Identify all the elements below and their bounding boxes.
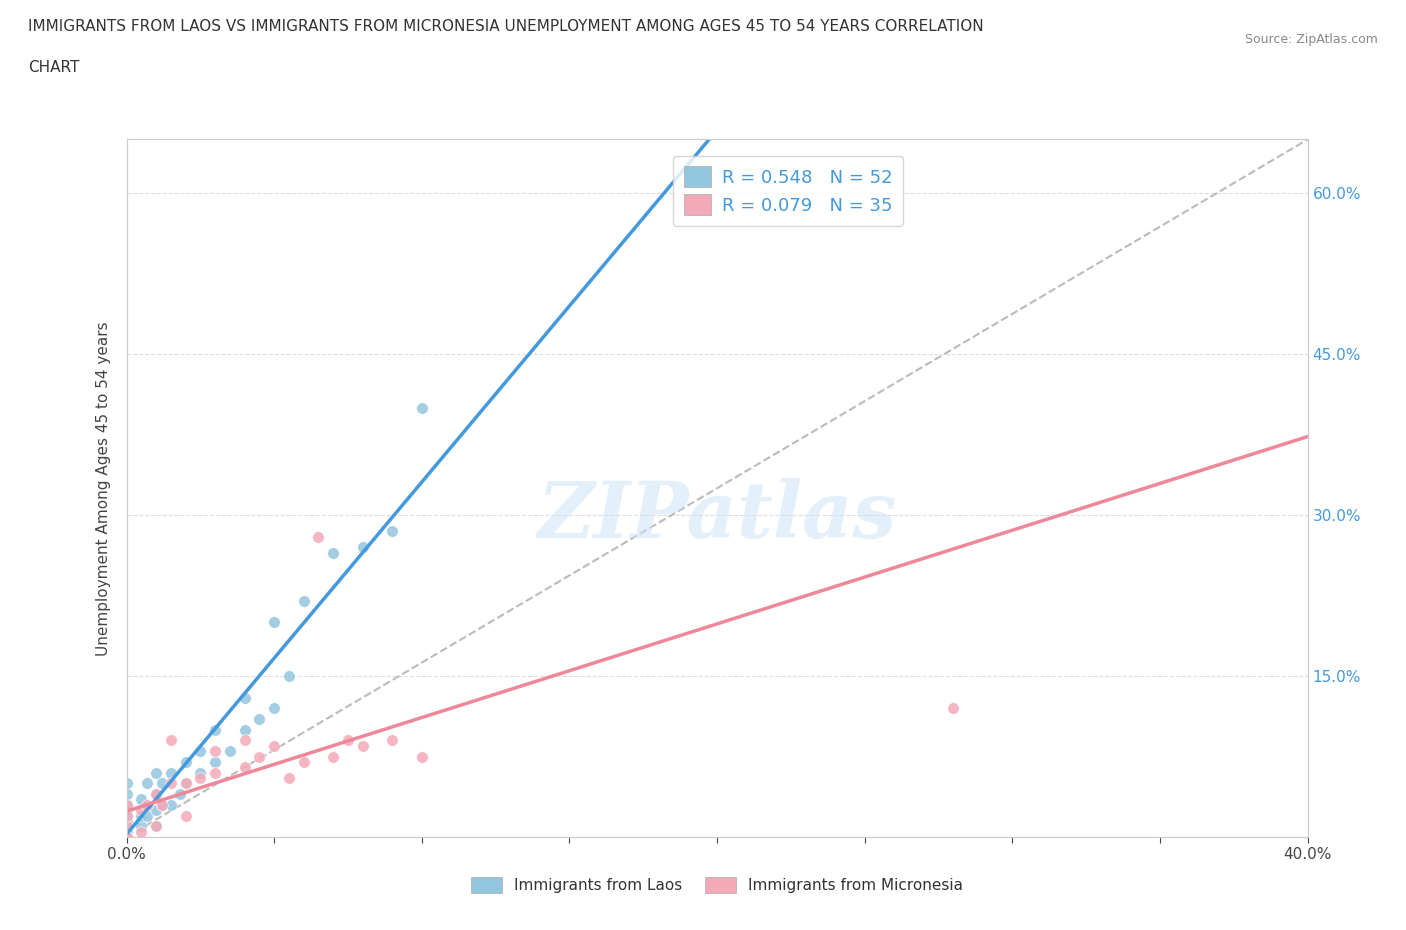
Point xyxy=(150,797,173,812)
Point xyxy=(204,744,226,759)
Point xyxy=(145,818,167,833)
Point xyxy=(233,690,256,705)
Point xyxy=(169,787,191,802)
Point xyxy=(278,771,301,786)
Point xyxy=(136,776,159,790)
Point xyxy=(115,830,138,844)
Point xyxy=(115,824,138,839)
Point xyxy=(381,733,404,748)
Point xyxy=(115,797,138,812)
Point xyxy=(115,830,138,844)
Point xyxy=(159,797,183,812)
Point xyxy=(263,738,285,753)
Point xyxy=(115,830,138,844)
Point xyxy=(115,830,138,844)
Point xyxy=(150,776,173,790)
Point xyxy=(115,830,138,844)
Point xyxy=(219,744,242,759)
Point xyxy=(115,830,138,844)
Point xyxy=(204,754,226,769)
Point xyxy=(145,803,167,817)
Point xyxy=(115,814,138,829)
Point xyxy=(322,545,344,560)
Point xyxy=(204,723,226,737)
Point xyxy=(278,669,301,684)
Point xyxy=(233,733,256,748)
Legend: Immigrants from Laos, Immigrants from Micronesia: Immigrants from Laos, Immigrants from Mi… xyxy=(465,870,969,899)
Point xyxy=(129,824,153,839)
Text: CHART: CHART xyxy=(28,60,80,75)
Point xyxy=(115,808,138,823)
Point xyxy=(115,830,138,844)
Point xyxy=(263,615,285,630)
Point xyxy=(233,723,256,737)
Text: ZIPatlas: ZIPatlas xyxy=(537,478,897,554)
Y-axis label: Unemployment Among Ages 45 to 54 years: Unemployment Among Ages 45 to 54 years xyxy=(96,321,111,656)
Point xyxy=(942,701,965,716)
Point xyxy=(352,738,374,753)
Point xyxy=(411,400,433,415)
Point xyxy=(307,529,329,544)
Text: IMMIGRANTS FROM LAOS VS IMMIGRANTS FROM MICRONESIA UNEMPLOYMENT AMONG AGES 45 TO: IMMIGRANTS FROM LAOS VS IMMIGRANTS FROM … xyxy=(28,19,984,33)
Point xyxy=(145,765,167,780)
Point xyxy=(129,818,153,833)
Point xyxy=(150,797,173,812)
Point xyxy=(145,787,167,802)
Point xyxy=(159,733,183,748)
Point xyxy=(115,787,138,802)
Point xyxy=(159,776,183,790)
Point xyxy=(115,818,138,833)
Point xyxy=(129,792,153,807)
Point xyxy=(115,830,138,844)
Point xyxy=(115,803,138,817)
Point xyxy=(145,818,167,833)
Point xyxy=(115,818,138,833)
Point xyxy=(188,744,211,759)
Point xyxy=(204,765,226,780)
Point xyxy=(174,754,197,769)
Text: Source: ZipAtlas.com: Source: ZipAtlas.com xyxy=(1244,33,1378,46)
Point xyxy=(115,830,138,844)
Point xyxy=(136,797,159,812)
Point xyxy=(115,830,138,844)
Point xyxy=(174,776,197,790)
Point xyxy=(115,776,138,790)
Point xyxy=(247,749,270,764)
Point xyxy=(247,711,270,726)
Point xyxy=(188,765,211,780)
Point xyxy=(115,830,138,844)
Point xyxy=(115,830,138,844)
Point xyxy=(188,771,211,786)
Point xyxy=(145,787,167,802)
Point xyxy=(115,830,138,844)
Point xyxy=(115,797,138,812)
Point xyxy=(322,749,344,764)
Point xyxy=(129,803,153,817)
Point xyxy=(115,830,138,844)
Point xyxy=(352,539,374,554)
Point xyxy=(136,808,159,823)
Point xyxy=(115,830,138,844)
Point xyxy=(381,524,404,538)
Point xyxy=(337,733,360,748)
Point xyxy=(263,701,285,716)
Point xyxy=(129,808,153,823)
Point xyxy=(292,593,315,608)
Point xyxy=(174,776,197,790)
Point xyxy=(174,808,197,823)
Point xyxy=(292,754,315,769)
Point xyxy=(115,830,138,844)
Point xyxy=(115,830,138,844)
Point xyxy=(115,808,138,823)
Point xyxy=(233,760,256,775)
Point xyxy=(411,749,433,764)
Point xyxy=(159,765,183,780)
